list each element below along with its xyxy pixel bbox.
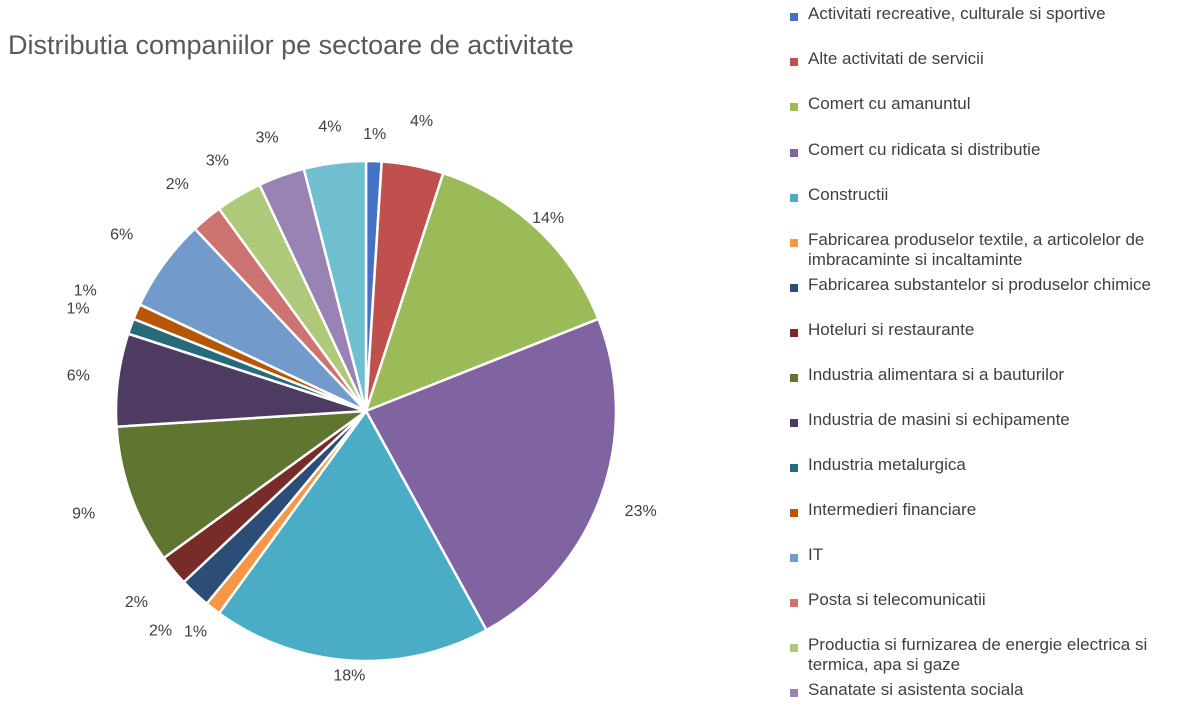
- legend-item: Industria de masini si echipamente: [790, 410, 1195, 430]
- legend-swatch: [790, 554, 798, 562]
- legend-item: Industria alimentara si a bauturilor: [790, 365, 1195, 385]
- legend-swatch: [790, 509, 798, 517]
- legend-label: Constructii: [808, 185, 889, 204]
- legend-label: Industria de masini si echipamente: [808, 410, 1070, 429]
- slice-data-label: 9%: [72, 506, 95, 523]
- legend-label: Comert cu amanuntul: [808, 94, 971, 113]
- pie-slice: [302, 159, 368, 412]
- legend-swatch: [790, 419, 798, 427]
- slice-data-label: 23%: [625, 503, 657, 520]
- slice-data-label: 2%: [125, 594, 148, 611]
- slice-data-label: 2%: [149, 623, 172, 640]
- legend-item: Sanatate si asistenta sociala: [790, 680, 1195, 700]
- legend-label: Comert cu ridicata si distributie: [808, 140, 1041, 159]
- legend-swatch: [790, 239, 798, 247]
- slice-data-label: 2%: [166, 176, 189, 193]
- legend-swatch: [790, 149, 798, 157]
- legend-swatch: [790, 103, 798, 111]
- legend-label: Productia si furnizarea de energie elect…: [808, 635, 1148, 674]
- legend-swatch: [790, 644, 798, 652]
- legend-swatch: [790, 464, 798, 472]
- legend-swatch: [790, 689, 798, 697]
- legend-item: Constructii: [790, 185, 1195, 205]
- pie-slice: [115, 409, 371, 560]
- slice-data-label: 6%: [110, 227, 133, 244]
- slice-data-label: 1%: [67, 300, 90, 317]
- legend-item: Posta si telecomunicatii: [790, 590, 1195, 610]
- slice-data-label: 1%: [74, 283, 97, 300]
- legend-swatch: [790, 13, 798, 21]
- legend-item: Comert cu amanuntul: [790, 94, 1195, 114]
- slice-data-label: 1%: [184, 624, 207, 641]
- legend-label: Industria metalurgica: [808, 455, 966, 474]
- legend-label: Alte activitati de servicii: [808, 49, 984, 68]
- legend-item: Productia si furnizarea de energie elect…: [790, 635, 1195, 675]
- legend-item: Hoteluri si restaurante: [790, 320, 1195, 340]
- legend-label: Sanatate si asistenta sociala: [808, 680, 1024, 699]
- legend-label: Industria alimentara si a bauturilor: [808, 365, 1065, 384]
- chart-title: Distributia companiilor pe sectoare de a…: [8, 30, 574, 60]
- legend-item: Comert cu ridicata si distributie: [790, 140, 1195, 160]
- legend-label: IT: [808, 545, 824, 564]
- legend-item: IT: [790, 545, 1195, 565]
- legend-label: Activitati recreative, culturale si spor…: [808, 4, 1106, 23]
- legend-item: Alte activitati de servicii: [790, 49, 1195, 69]
- slice-data-label: 3%: [206, 153, 229, 170]
- pie-slice: [364, 317, 618, 632]
- legend-item: Fabricarea substantelor si produselor ch…: [790, 275, 1195, 295]
- legend-item: Intermedieri financiare: [790, 500, 1195, 520]
- legend-swatch: [790, 374, 798, 382]
- legend-swatch: [790, 329, 798, 337]
- slice-data-label: 4%: [318, 118, 341, 135]
- legend-label: Hoteluri si restaurante: [808, 320, 975, 339]
- legend-label: Fabricarea substantelor si produselor ch…: [808, 275, 1151, 294]
- legend-item: Activitati recreative, culturale si spor…: [790, 4, 1195, 24]
- slice-data-label: 14%: [532, 210, 564, 227]
- legend-item: Industria metalurgica: [790, 455, 1195, 475]
- slice-data-label: 18%: [333, 668, 365, 685]
- pie-data-labels: 1%4%14%23%18%1%2%2%9%6%1%1%6%2%3%3%4%: [67, 113, 657, 684]
- legend-swatch: [790, 284, 798, 292]
- slice-data-label: 1%: [363, 126, 386, 143]
- pie-slices: [114, 159, 618, 663]
- legend-label: Posta si telecomunicatii: [808, 590, 986, 609]
- legend-label: Intermedieri financiare: [808, 500, 977, 519]
- slice-data-label: 6%: [67, 368, 90, 385]
- slice-data-label: 4%: [410, 113, 433, 130]
- pie-slice: [363, 171, 601, 414]
- legend-swatch: [790, 58, 798, 66]
- legend-item: Fabricarea produselor textile, a articol…: [790, 230, 1195, 270]
- slice-data-label: 3%: [256, 129, 279, 146]
- legend-label: Fabricarea produselor textile, a articol…: [808, 230, 1145, 269]
- legend-swatch: [790, 599, 798, 607]
- legend-swatch: [790, 194, 798, 202]
- pie-slice: [217, 408, 489, 663]
